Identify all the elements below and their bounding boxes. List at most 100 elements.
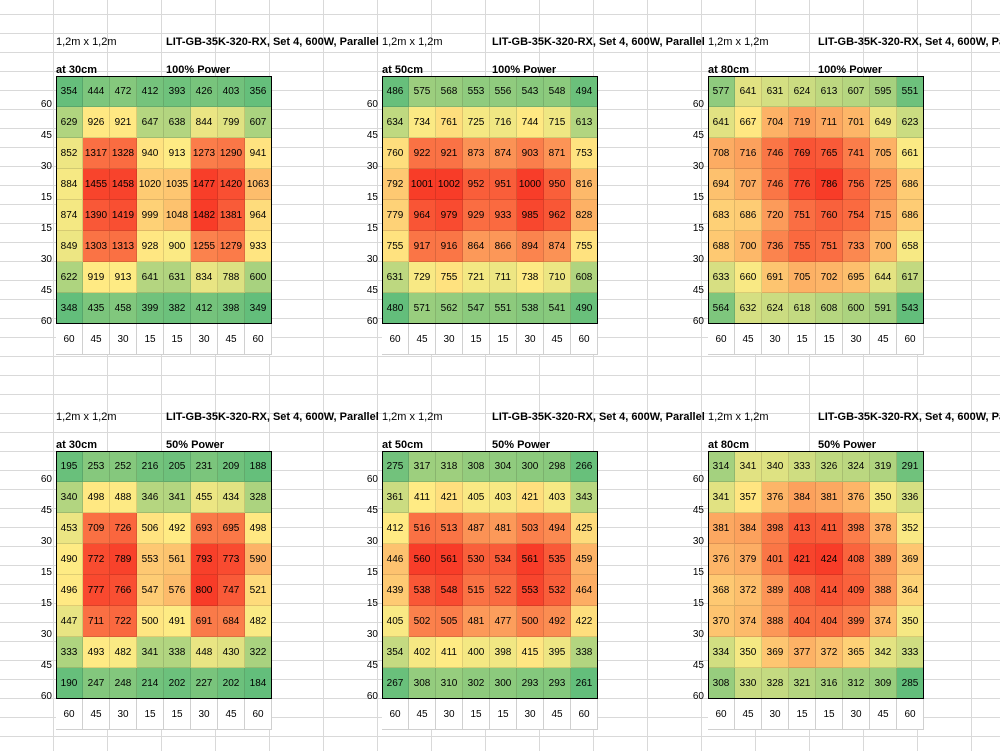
heatmap-cell: 491 (164, 606, 191, 637)
heatmap-cell: 477 (490, 606, 517, 637)
row-label: 45 (692, 130, 704, 141)
heatmap-cell: 1482 (191, 200, 218, 231)
area-label: 1,2m x 1,2m (382, 36, 443, 48)
heatmap-cell: 849 (56, 231, 83, 262)
column-label: 45 (735, 699, 762, 730)
heatmap-cell: 357 (735, 482, 762, 513)
heatmap-cell: 374 (870, 606, 897, 637)
heatmap-cell: 421 (789, 544, 816, 575)
heatmap-cell: 348 (56, 293, 83, 324)
row-label: 60 (692, 691, 704, 702)
heatmap-cell: 378 (870, 513, 897, 544)
power-label: 50% Power (818, 439, 877, 451)
heatmap-cell: 708 (708, 138, 735, 169)
heatmap-cell: 711 (816, 107, 843, 138)
heatmap-cell: 374 (735, 606, 762, 637)
heatmap-cell: 494 (544, 513, 571, 544)
heatmap-cell: 434 (218, 482, 245, 513)
heatmap-cell: 522 (490, 575, 517, 606)
row-label: 60 (366, 99, 378, 110)
heatmap-cell: 691 (762, 262, 789, 293)
heatmap-cell: 188 (245, 451, 272, 482)
heatmap-cell: 575 (409, 76, 436, 107)
heatmap-cell: 729 (409, 262, 436, 293)
heatmap-cell: 326 (816, 451, 843, 482)
heatmap-cell: 913 (110, 262, 137, 293)
column-label: 30 (843, 699, 870, 730)
height-label: at 30cm (56, 64, 97, 76)
heatmap-cell: 316 (816, 668, 843, 699)
row-label: 45 (366, 505, 378, 516)
heatmap-cell: 548 (436, 575, 463, 606)
heatmap-cell: 715 (544, 107, 571, 138)
heatmap-cell: 322 (245, 637, 272, 668)
height-label: at 80cm (708, 64, 749, 76)
heatmap-cell: 1381 (218, 200, 245, 231)
heatmap-cell: 755 (789, 231, 816, 262)
chart-title: LIT-GB-35K-320-RX, Set 4, 600W, Parallel (492, 36, 705, 48)
heatmap-cell: 608 (571, 262, 598, 293)
heatmap-cell: 535 (544, 544, 571, 575)
heatmap-cell: 393 (164, 76, 191, 107)
area-label: 1,2m x 1,2m (382, 411, 443, 423)
heatmap-cell: 1420 (218, 169, 245, 200)
heatmap-cell: 683 (708, 200, 735, 231)
heatmap-cell: 613 (571, 107, 598, 138)
heatmap-cell: 962 (544, 200, 571, 231)
heatmap-cell: 398 (843, 513, 870, 544)
row-label: 15 (692, 192, 704, 203)
heatmap-cell: 308 (463, 451, 490, 482)
heatmap-cell: 379 (735, 544, 762, 575)
heatmap-cell: 370 (708, 606, 735, 637)
row-label: 60 (40, 474, 52, 485)
heatmap-cell: 607 (245, 107, 272, 138)
column-label: 30 (191, 699, 218, 730)
heatmap-cell: 631 (164, 262, 191, 293)
heatmap-cell: 354 (382, 637, 409, 668)
heatmap-cell: 746 (762, 169, 789, 200)
heatmap-cell: 720 (762, 200, 789, 231)
heatmap-cell: 500 (137, 606, 164, 637)
heatmap-cell: 464 (571, 575, 598, 606)
heatmap-cell: 595 (870, 76, 897, 107)
heatmap-cell: 658 (897, 231, 924, 262)
column-label: 60 (897, 699, 924, 730)
heatmap-cell: 505 (436, 606, 463, 637)
row-label: 60 (366, 691, 378, 702)
heatmap-cell: 498 (245, 513, 272, 544)
heatmap-cell: 700 (870, 231, 897, 262)
heatmap-cell: 341 (137, 637, 164, 668)
heatmap-cell: 933 (245, 231, 272, 262)
column-label: 30 (762, 699, 789, 730)
row-label: 45 (40, 660, 52, 671)
heatmap-cell: 725 (463, 107, 490, 138)
heatmap-cell: 561 (164, 544, 191, 575)
heatmap-cell: 354 (56, 76, 83, 107)
power-label: 100% Power (818, 64, 883, 76)
heatmap-cell: 503 (517, 513, 544, 544)
column-label: 15 (137, 699, 164, 730)
heatmap-cell: 952 (463, 169, 490, 200)
heatmap-cell: 321 (789, 668, 816, 699)
heatmap-cell: 481 (490, 513, 517, 544)
heatmap-cell: 686 (735, 200, 762, 231)
heatmap-cell: 446 (382, 544, 409, 575)
heatmap-cell: 401 (762, 544, 789, 575)
row-label: 45 (692, 660, 704, 671)
heatmap-cell: 328 (245, 482, 272, 513)
heatmap-cell: 1303 (83, 231, 110, 262)
heatmap-cell: 389 (762, 575, 789, 606)
heatmap-cell: 719 (789, 107, 816, 138)
heatmap-cell: 746 (762, 138, 789, 169)
heatmap-cell: 734 (409, 107, 436, 138)
heatmap-cell: 792 (382, 169, 409, 200)
heatmap-cell: 341 (164, 482, 191, 513)
heatmap-cell: 421 (517, 482, 544, 513)
heatmap-cell: 538 (517, 293, 544, 324)
heatmap-cell: 318 (436, 451, 463, 482)
heatmap-cell: 1458 (110, 169, 137, 200)
heatmap-cell: 227 (191, 668, 218, 699)
heatmap-cell: 553 (463, 76, 490, 107)
row-label: 15 (366, 567, 378, 578)
heatmap-cell: 293 (544, 668, 571, 699)
